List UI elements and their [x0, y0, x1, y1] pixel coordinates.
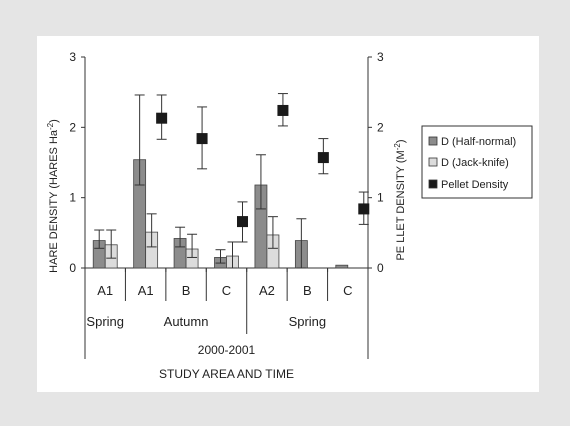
category-label: B — [182, 283, 191, 298]
pellet-marker — [358, 203, 370, 215]
right-y-axis-title-close: ) — [395, 139, 407, 143]
season-label: Spring — [86, 314, 124, 329]
y-tick-label-left: 0 — [69, 261, 76, 275]
category-label: A1 — [138, 283, 154, 298]
legend-label: D (Half-normal) — [441, 136, 516, 148]
y-tick-label-left: 3 — [69, 50, 76, 64]
legend-swatch — [428, 136, 438, 146]
legend-swatch — [428, 157, 438, 167]
pellet-marker — [317, 152, 329, 164]
period-label: 2000-2001 — [198, 343, 256, 357]
category-label: C — [222, 283, 231, 298]
y-tick-label-left: 2 — [69, 120, 76, 134]
y-tick-label-right: 3 — [377, 50, 384, 64]
season-label: Autumn — [164, 314, 209, 329]
pellet-marker — [156, 112, 168, 124]
right-y-axis-title-text: PE LLET DENSITY (M — [395, 150, 407, 260]
legend-swatch — [428, 179, 438, 189]
pellet-marker — [237, 216, 248, 228]
right-y-axis-title-exponent: -2 — [393, 143, 402, 151]
y-tick-label-right: 2 — [377, 120, 384, 134]
category-label: C — [343, 283, 352, 298]
category-label: A1 — [97, 283, 113, 298]
y-tick-label-left: 1 — [69, 191, 76, 205]
legend-label: D (Jack-knife) — [441, 157, 509, 169]
x-axis-title: STUDY AREA AND TIME — [159, 367, 294, 381]
legend-label: Pellet Density — [441, 179, 509, 191]
pellet-marker — [277, 104, 289, 116]
left-y-axis-title-exponent: -2 — [46, 122, 55, 130]
category-label: A2 — [259, 283, 275, 298]
left-y-axis-title-text: HARE DENSITY (HARES Ha — [48, 129, 60, 273]
category-label: B — [303, 283, 312, 298]
pellet-marker — [196, 133, 208, 145]
chart: 0 0 1 1 2 2 3 3 A1 A1 B C A2 B C Spring Autumn Spring 2000… — [46, 50, 533, 381]
left-y-axis-title: HARE DENSITY (HARES Ha-2) — [46, 119, 61, 273]
y-tick-label-right: 0 — [377, 261, 384, 275]
left-y-axis-title-close: ) — [48, 119, 60, 123]
season-label: Spring — [289, 314, 327, 329]
right-y-axis-title: PE LLET DENSITY (M-2) — [393, 139, 408, 260]
y-tick-label-right: 1 — [377, 191, 384, 205]
chart-card: 0 0 1 1 2 2 3 3 A1 A1 B C A2 B C Spring Autumn Spring 2000… — [37, 36, 539, 392]
bar-half-normal — [335, 264, 349, 269]
legend-box — [421, 125, 533, 199]
